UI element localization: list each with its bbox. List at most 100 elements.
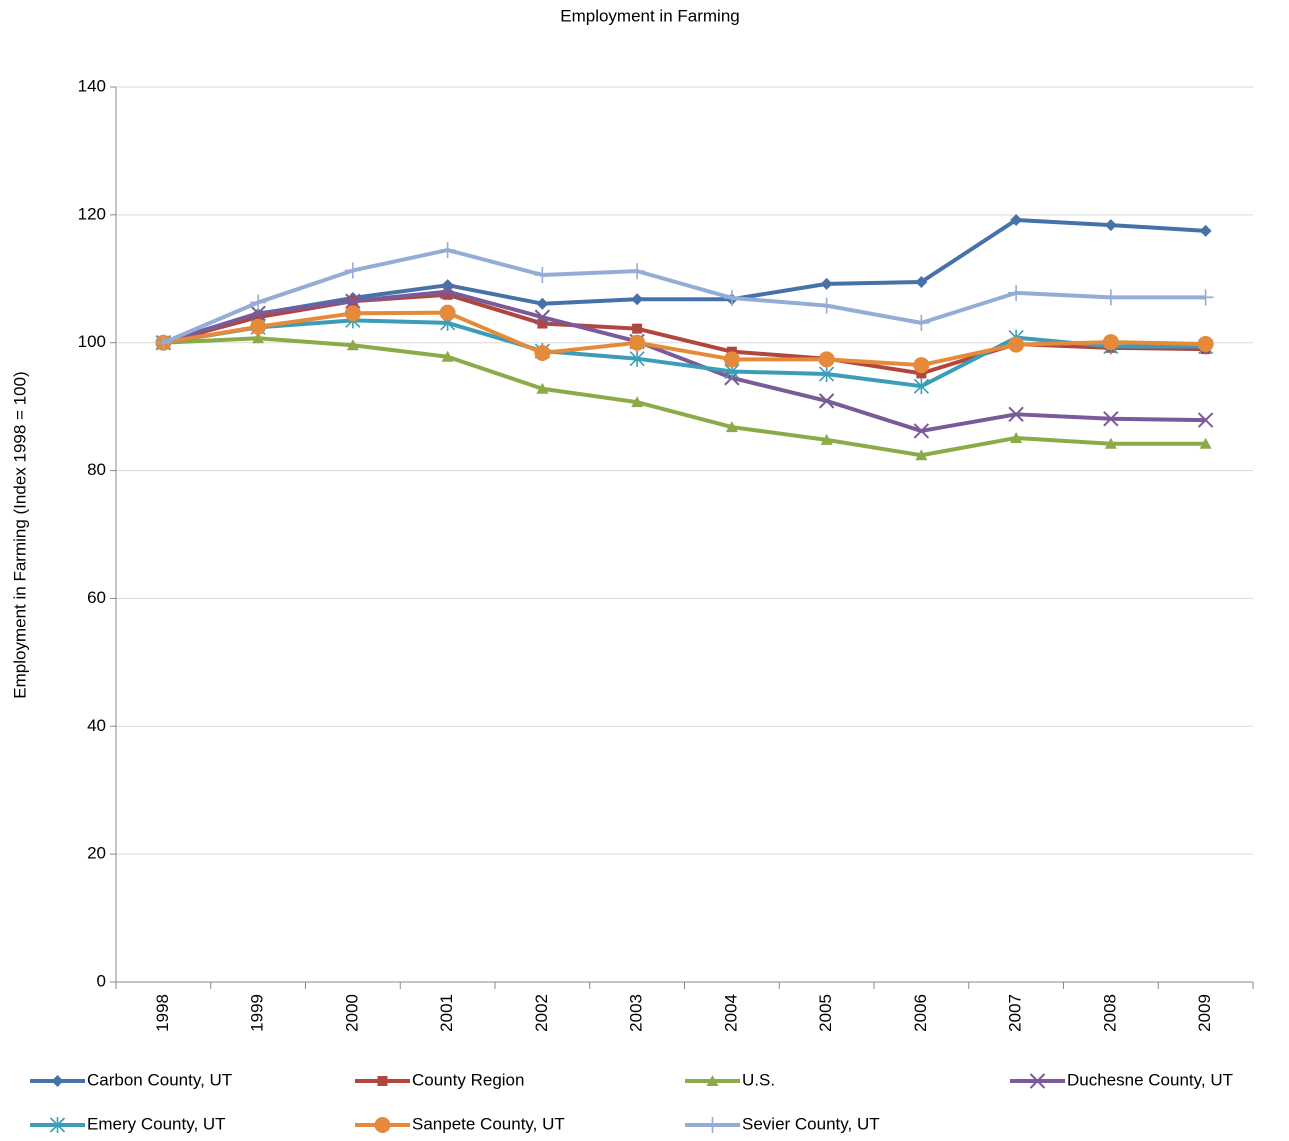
data-point [913,423,930,439]
data-point [537,318,548,329]
data-point [915,449,928,461]
data-point [1010,431,1023,443]
data-point [1102,334,1119,351]
series-line [163,310,1206,368]
legend-label: Sanpete County, UT [412,1114,565,1133]
data-point [820,433,833,445]
data-point [916,368,927,379]
data-point [818,351,835,368]
data-point [439,283,456,300]
data-point [534,309,551,325]
legend-label: Sevier County, UT [742,1114,880,1133]
x-tick-label: 2002 [532,994,551,1032]
data-point [723,289,740,306]
data-point [1199,224,1212,237]
data-point [1104,219,1117,232]
data-point [253,312,264,323]
series-line [162,289,1206,433]
data-point [629,334,646,351]
x-tick-label: 2009 [1195,994,1214,1032]
series-line [162,248,1206,345]
legend-label: Duchesne County, UT [1067,1070,1233,1089]
data-point [629,350,645,367]
data-point [629,263,646,280]
series-line [163,336,1206,458]
data-point [250,294,267,311]
data-point [344,305,361,322]
legend-label: Carbon County, UT [87,1070,232,1089]
data-point [155,334,172,351]
x-tick-label: 2007 [1006,994,1025,1032]
y-tick-label: 120 [78,204,106,223]
data-point [344,262,361,279]
y-axis-label: Employment in Farming (Index 1998 = 100) [10,371,29,698]
data-point [439,242,456,259]
y-tick-label: 40 [87,716,106,735]
legend-marker [706,1075,719,1086]
data-point [441,350,454,362]
data-point [1008,284,1025,301]
data-point [439,304,456,321]
data-point [631,396,644,408]
data-point [252,332,265,344]
data-point [1008,336,1025,353]
data-point [536,382,549,394]
data-point [346,339,359,351]
chart-title: Employment in Farming [560,6,740,25]
x-tick-label: 2000 [342,994,361,1032]
legend-label: County Region [412,1070,524,1089]
data-point [536,297,549,310]
legend-label: Emery County, UT [87,1114,226,1133]
data-point [442,289,453,300]
legend-label: U.S. [742,1070,775,1089]
y-tick-label: 0 [97,971,106,990]
data-point [631,293,644,306]
data-point [250,318,267,335]
x-tick-label: 2008 [1100,994,1119,1032]
data-point [818,393,835,409]
data-point [1197,412,1214,428]
data-point [820,277,833,290]
data-point [725,421,738,433]
y-tick-label: 20 [87,844,106,863]
y-tick-label: 140 [78,76,106,95]
data-point [1010,213,1023,226]
data-point [818,297,835,314]
data-point [632,323,643,334]
data-point [913,378,929,395]
x-tick-label: 2003 [627,994,646,1032]
y-tick-label: 60 [87,588,106,607]
data-point [1104,437,1117,449]
data-point [915,275,928,288]
data-point [1103,411,1119,427]
legend-marker [704,1117,721,1133]
y-tick-label: 80 [87,460,106,479]
legend-marker [51,1075,64,1087]
data-point [913,357,930,374]
series-line [162,217,1206,345]
x-tick-label: 2001 [437,994,456,1032]
data-point [345,293,361,309]
data-point [1008,406,1024,423]
legend-marker [1029,1073,1046,1089]
data-point [819,366,835,383]
data-point [250,305,266,322]
data-point [441,279,454,292]
y-tick-label: 100 [78,332,106,351]
series-line [163,318,1206,389]
data-point [1197,289,1214,306]
data-point [913,314,930,331]
x-tick-label: 1998 [153,994,172,1032]
legend-marker [377,1076,388,1086]
x-tick-label: 2004 [721,994,740,1032]
data-point [723,351,740,368]
x-tick-label: 1999 [248,994,267,1032]
data-point [1197,335,1214,352]
legend-marker [49,1117,66,1133]
data-point [534,344,551,361]
x-tick-label: 2005 [816,994,835,1032]
data-point [534,266,551,283]
legend-marker [374,1117,391,1133]
x-tick-label: 2006 [911,994,930,1032]
